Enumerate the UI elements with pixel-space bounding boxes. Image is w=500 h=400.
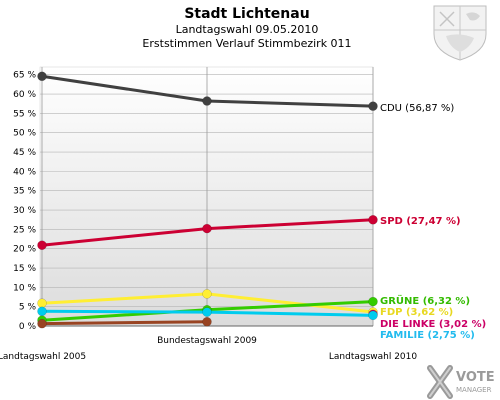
data-point-sonstige <box>202 316 212 327</box>
series-line-fdp <box>40 292 209 305</box>
y-tick-label: 20 % <box>13 245 36 255</box>
chart-title: Stadt Lichtenau <box>184 6 309 22</box>
y-tick-label: 5 % <box>19 303 37 313</box>
series-line-fdp <box>205 292 375 314</box>
chart-subtitle-election: Landtagswahl 09.05.2010 <box>176 23 319 36</box>
chart-subtitle-district: Erststimmen Verlauf Stimmbezirk 011 <box>142 37 351 50</box>
series-line-cdu <box>40 74 209 103</box>
series-labels: CDU (56,87 %) SPD (27,47 %) FDP (3,62 %)GR… <box>380 103 486 341</box>
brand-manager-text: MANAGER <box>456 386 492 394</box>
series-line-sonstige <box>40 320 209 326</box>
x-tick-label: Landtagswahl 2005 <box>0 352 86 362</box>
y-axis: 0 % 5 % 10 % 15 % 20 % 25 % 30 % 35 % 40 % 45 % 50… <box>13 71 36 332</box>
series-line-spd <box>205 218 375 231</box>
series-line-spd <box>40 227 209 247</box>
data-point-familie <box>37 306 47 317</box>
data-point-fdp <box>202 289 212 299</box>
x-tick-label: Bundestagswahl 2009 <box>157 336 257 346</box>
data-point-spd <box>37 240 47 250</box>
series-group <box>37 71 378 329</box>
series-label-familie: FAMILIE (2,75 %) <box>380 330 475 341</box>
y-tick-label: 0 % <box>19 322 37 332</box>
data-point-cdu <box>368 101 378 111</box>
brand-vote-text: VOTE <box>456 370 495 385</box>
series-label-cdu: CDU (56,87 %) <box>380 103 454 114</box>
vote-manager-logo: VOTE MANAGER <box>427 365 495 399</box>
series-line-gr-ne <box>205 300 375 312</box>
plot-area <box>39 66 374 327</box>
y-tick-label: 15 % <box>13 264 36 274</box>
data-point-cdu <box>202 96 212 106</box>
series-line-familie <box>40 309 209 314</box>
x-tick-label: Landtagswahl 2010 <box>329 352 418 362</box>
vote-x-icon <box>427 365 453 399</box>
y-tick-label: 50 % <box>13 129 36 139</box>
series-line-familie <box>205 310 375 317</box>
series-label-fdp: FDP (3,62 %) <box>380 307 453 318</box>
nrw-coat-of-arms-icon <box>433 5 487 61</box>
y-tick-label: 30 % <box>13 206 36 216</box>
y-tick-label: 40 % <box>13 167 36 177</box>
y-tick-label: 25 % <box>13 225 36 235</box>
series-line-cdu <box>205 99 375 108</box>
y-tick-label: 55 % <box>13 109 36 119</box>
data-point-cdu <box>37 71 47 82</box>
data-point-familie <box>202 307 212 317</box>
data-point-spd <box>368 215 378 225</box>
series-label-spd: SPD (27,47 %) <box>380 216 461 227</box>
grid <box>40 67 374 327</box>
y-tick-label: 10 % <box>13 283 36 293</box>
series-label-gr-ne: GRÜNE (6,32 %) <box>380 293 470 307</box>
data-point-spd <box>202 223 212 234</box>
y-tick-label: 65 % <box>13 71 36 81</box>
data-point-sonstige <box>37 318 47 329</box>
series-label-die-linke: DIE LINKE (3,02 %) <box>380 319 486 330</box>
data-point-gr-ne <box>368 296 378 307</box>
y-tick-label: 35 % <box>13 187 36 197</box>
data-point-fdp <box>37 298 47 308</box>
y-tick-label: 60 % <box>13 90 36 100</box>
x-axis: Landtagswahl 2005 Bundestagswahl 2009 Land… <box>0 325 418 362</box>
data-point-familie <box>368 310 378 321</box>
y-tick-label: 45 % <box>13 148 36 158</box>
